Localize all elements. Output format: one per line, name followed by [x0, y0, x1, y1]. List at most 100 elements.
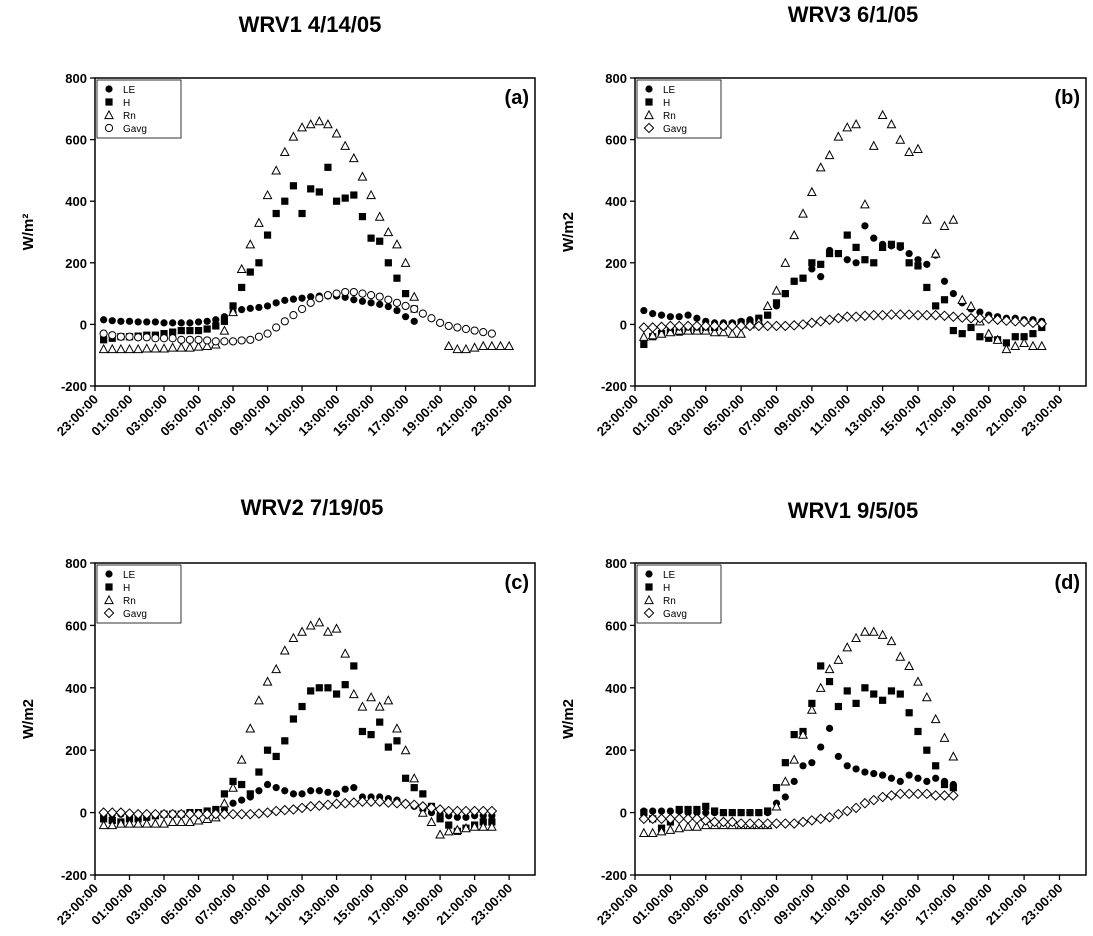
data-point [771, 818, 782, 829]
data-point [824, 149, 835, 160]
data-point [443, 340, 454, 351]
data-point [674, 823, 685, 833]
data-point [408, 799, 420, 811]
legend-label: Gavg [123, 609, 147, 620]
legend-marker [103, 607, 115, 619]
data-point [886, 119, 897, 129]
data-point [167, 342, 178, 352]
y-axis-label: W/m2 [560, 212, 577, 252]
data-point [409, 291, 420, 301]
data-point [1001, 315, 1012, 327]
data-point [366, 691, 377, 702]
data-point [263, 231, 272, 239]
data-point [365, 796, 377, 807]
data-point [905, 709, 913, 717]
data-point [229, 799, 237, 807]
data-point [332, 690, 341, 698]
data-point [263, 329, 272, 338]
data-point [930, 248, 941, 258]
data-point [393, 306, 401, 315]
data-point [246, 335, 255, 344]
data-point [315, 294, 324, 303]
data-point [833, 131, 844, 141]
data-point [728, 809, 736, 817]
data-point [348, 797, 360, 808]
data-point [923, 260, 931, 268]
data-point [870, 234, 878, 242]
data-point [921, 309, 933, 321]
data-point [479, 328, 488, 337]
data-point [789, 754, 800, 764]
data-point [367, 731, 375, 739]
data-point [718, 816, 729, 828]
data-point [150, 818, 161, 828]
data-point [350, 191, 358, 199]
data-point [887, 774, 896, 782]
legend-marker [105, 85, 113, 93]
data-point [666, 807, 674, 815]
legend-label: Rn [663, 111, 676, 122]
data-point [400, 745, 411, 755]
data-point [401, 313, 410, 321]
y-tick-label: 800 [605, 71, 627, 86]
data-point [905, 771, 913, 779]
data-point [100, 815, 108, 823]
data-point [932, 762, 940, 770]
data-point [212, 322, 220, 330]
data-point [903, 309, 915, 320]
chart-panel: WRV1 4/14/05-2000200400600800W/m²23:00:0… [20, 12, 536, 439]
data-point [297, 304, 307, 314]
data-point [956, 312, 968, 323]
data-point [160, 330, 168, 338]
data-point [262, 189, 273, 200]
data-point [108, 317, 116, 325]
data-point [939, 790, 950, 801]
data-point [824, 314, 835, 326]
data-point [117, 317, 125, 325]
data-point [417, 801, 429, 812]
data-point [366, 189, 377, 200]
data-point [177, 326, 185, 335]
data-point [930, 309, 941, 321]
data-point [861, 684, 869, 692]
data-point [400, 257, 411, 267]
data-point [306, 298, 315, 307]
data-point [912, 788, 924, 800]
plot-frame [634, 77, 1087, 387]
data-point [868, 140, 879, 150]
data-point [638, 322, 650, 333]
data-point [656, 321, 667, 333]
data-point [107, 819, 118, 830]
data-point [781, 759, 789, 767]
data-point [461, 343, 471, 354]
data-point [808, 259, 816, 267]
data-point [780, 320, 791, 332]
data-point [771, 285, 782, 295]
data-point [966, 300, 976, 311]
y-axis-label: W/m² [20, 214, 37, 251]
data-point [357, 171, 368, 181]
data-point [236, 754, 247, 764]
data-point [894, 309, 906, 320]
data-point [305, 620, 316, 630]
data-point [806, 317, 818, 329]
data-point [255, 259, 263, 267]
data-point [281, 737, 289, 745]
series-rn [98, 115, 515, 354]
data-point [675, 313, 683, 321]
data-point [691, 813, 703, 825]
data-point [693, 805, 701, 814]
data-point [246, 790, 254, 798]
data-point [824, 811, 835, 823]
data-point [852, 765, 860, 773]
data-point [124, 808, 135, 819]
data-point [914, 774, 922, 782]
data-point [903, 788, 915, 800]
data-point [1001, 343, 1012, 354]
data-point [702, 809, 710, 817]
data-point [133, 343, 144, 354]
data-point [177, 319, 185, 327]
data-point [843, 687, 851, 695]
data-point [272, 299, 280, 307]
data-point [305, 119, 316, 129]
